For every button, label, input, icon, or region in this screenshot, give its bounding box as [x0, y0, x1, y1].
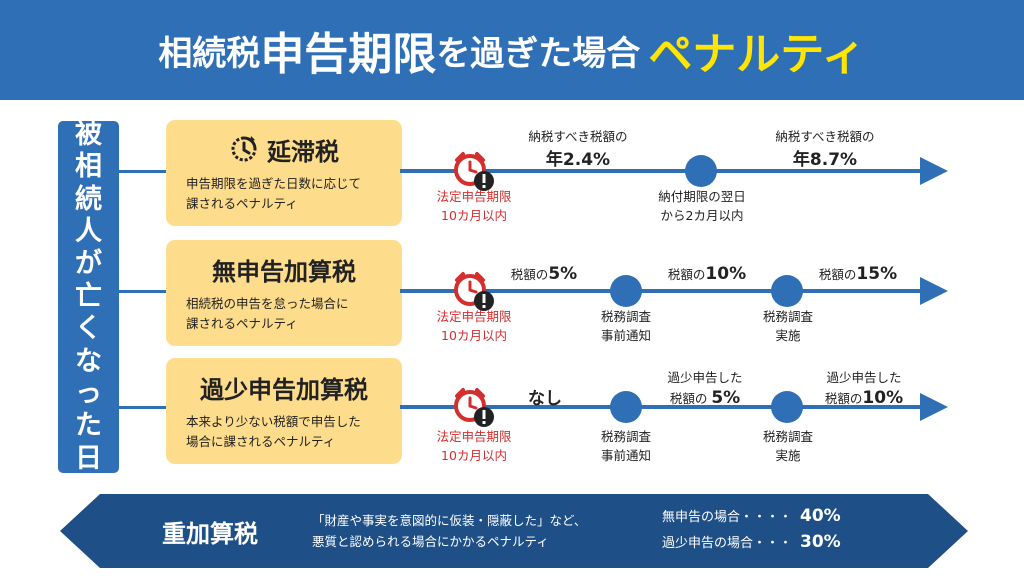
vertical-char: 人 — [75, 216, 102, 248]
card-description: 本来より少ない税額で申告した 場合に課されるペナルティ — [186, 414, 361, 449]
rate-label: 過少申告した 税額の10% — [824, 370, 904, 408]
vertical-char: 被 — [75, 118, 102, 150]
card-mushinkoku-tax: 無申告加算税 相続税の申告を怠った場合に 課されるペナルティ — [166, 240, 402, 346]
rate-label: 税額の15% — [818, 264, 898, 284]
vertical-char: た — [75, 410, 102, 442]
heavy-tax-case-kashou: 過少申告の場合・・・ 30% — [662, 532, 841, 552]
rate-label: 税額の10% — [667, 264, 747, 284]
heavy-tax-banner — [60, 494, 968, 568]
vertical-char: っ — [75, 377, 102, 409]
card-title: 過少申告加算税 — [200, 375, 368, 404]
rate-label: 納税すべき税額の 年8.7% — [775, 129, 875, 170]
row2-connector — [119, 290, 169, 293]
row1-timeline — [400, 169, 925, 173]
rate-label: なし — [528, 389, 562, 409]
rate-label: 税額の5% — [510, 264, 578, 284]
heavy-tax-description: 「財産や事実を意図的に仮装・隠蔽した」など、 悪質と認められる場合にかかるペナル… — [312, 513, 587, 550]
header-banner — [0, 0, 1024, 100]
deadline-alarm-icon — [454, 152, 494, 191]
vertical-char: 続 — [75, 183, 102, 215]
title-part3: を過ぎた場合 — [436, 33, 641, 74]
node-label: 納付期限の翌日 から2カ月以内 — [658, 189, 746, 223]
card-kashou-tax: 過少申告加算税 本来より少ない税額で申告した 場合に課されるペナルティ — [166, 358, 402, 464]
timeline-node — [610, 391, 642, 423]
card-title: 延滞税 — [267, 137, 339, 166]
card-entai-tax: 延滞税 申告期限を過ぎた日数に応じて 課されるペナルティ — [166, 120, 402, 226]
heavy-tax-case-mushinkoku: 無申告の場合・・・・ 40% — [662, 506, 841, 526]
row1-arrowhead — [920, 157, 948, 185]
timeline-node — [610, 275, 642, 307]
row2-arrowhead — [920, 277, 948, 305]
title-part1: 相続税 — [158, 33, 261, 74]
timeline-node — [771, 391, 803, 423]
timeline-node — [771, 275, 803, 307]
timeline-node — [685, 155, 717, 187]
rate-label: 納税すべき税額の 年2.4% — [528, 129, 628, 170]
deadline-label: 法定申告期限 10カ月以内 — [436, 189, 512, 223]
node-label: 税務調査 実施 — [762, 429, 813, 463]
vertical-char: 相 — [75, 151, 102, 183]
title-part2: 申告期限 — [260, 29, 437, 80]
node-label: 税務調査 事前通知 — [600, 309, 651, 343]
card-description: 申告期限を過ぎた日数に応じて 課されるペナルティ — [186, 176, 362, 211]
vertical-char: が — [75, 248, 102, 280]
vertical-start-label: 被 相 続 人 が 亡 く な っ た 日 — [58, 118, 119, 474]
row3-timeline — [400, 405, 925, 409]
deadline-label: 法定申告期限 10カ月以内 — [436, 309, 512, 343]
node-label: 税務調査 事前通知 — [600, 429, 651, 463]
page-title: 相続税 申告期限 を過ぎた場合 ペナルティ — [0, 0, 1024, 100]
banner-shape — [60, 494, 968, 568]
node-label: 税務調査 実施 — [762, 309, 813, 343]
heavy-tax-title: 重加算税 — [162, 519, 258, 548]
title-part4: ペナルティ — [648, 29, 866, 80]
deadline-alarm-icon — [454, 272, 494, 311]
row3-arrowhead — [920, 393, 948, 421]
row2-timeline — [400, 289, 925, 293]
deadline-label: 法定申告期限 10カ月以内 — [436, 429, 512, 463]
vertical-char: 日 — [75, 442, 102, 474]
card-title: 無申告加算税 — [212, 257, 356, 286]
vertical-char: 亡 — [75, 280, 102, 312]
vertical-char: な — [75, 345, 102, 377]
deadline-alarm-icon — [454, 388, 494, 427]
row3-connector — [119, 406, 169, 409]
clock-arrow-icon — [231, 136, 257, 162]
vertical-char: く — [75, 313, 102, 345]
card-description: 相続税の申告を怠った場合に 課されるペナルティ — [186, 296, 349, 331]
row1-connector — [119, 170, 169, 173]
rate-label: 過少申告した 税額の 5% — [667, 370, 743, 408]
